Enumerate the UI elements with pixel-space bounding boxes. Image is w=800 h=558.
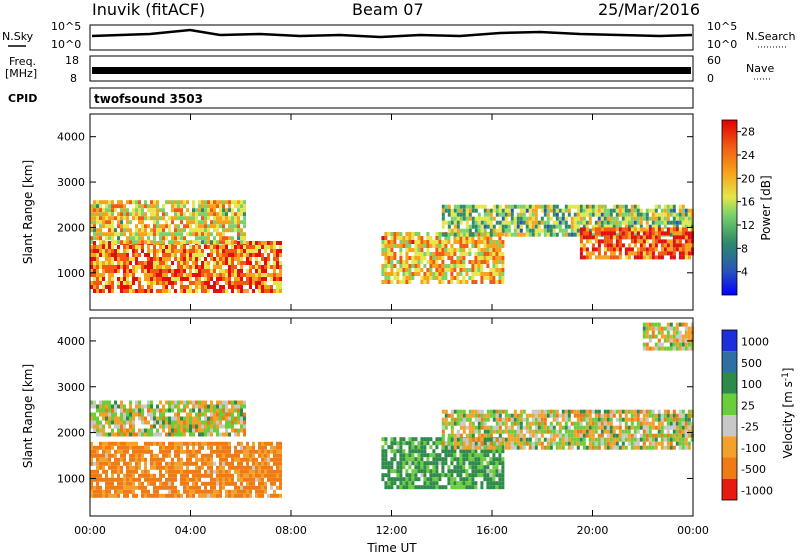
x-tick-label: 16:00 (476, 524, 508, 537)
x-tick-label: 12:00 (376, 524, 408, 537)
cpid-value: twofsound 3503 (94, 92, 203, 106)
data-region-2 (381, 232, 505, 284)
noise-left-tick-top: 10^5 (51, 20, 81, 33)
velocity-colorbar-label: Velocity [m s-1] (781, 368, 795, 459)
y-tick-label: 1000 (57, 267, 85, 280)
velocity-colorbar-tick-label: 500 (741, 357, 762, 370)
noise-right-label: N.Search (746, 30, 796, 43)
date-title: 25/Mar/2016 (598, 0, 700, 19)
power-colorbar-tick-label: 20 (741, 172, 755, 185)
velocity-colorbar-frame (721, 329, 738, 501)
velocity-colorbar-block (722, 457, 737, 479)
site-title: Inuvik (fitACF) (92, 0, 205, 19)
noise-panel-frame (89, 24, 694, 51)
power-y-axis-label: Slant Range [km] (21, 160, 35, 264)
velocity-colorbar-tick-label: -1000 (741, 484, 773, 497)
power-colorbar-tick-label: 28 (741, 126, 755, 139)
power-colorbar (721, 119, 738, 296)
freq-trace (92, 67, 691, 74)
velocity-colorbar-block (722, 351, 737, 373)
beam-title: Beam 07 (352, 0, 424, 19)
freq-left-label-1: Freq. (9, 55, 36, 68)
noise-left-tick-bottom: 10^0 (51, 38, 81, 51)
freq-left-label-2: [MHz] (5, 67, 37, 80)
y-tick-label: 3000 (57, 176, 85, 189)
data-region-0 (90, 400, 246, 437)
velocity-colorbar-tick-label: 100 (741, 378, 762, 391)
y-tick-label: 3000 (57, 381, 85, 394)
velocity-colorbar-block (722, 478, 737, 501)
x-axis-label: Time UT (366, 541, 417, 554)
noise-sky-trace (91, 28, 693, 39)
y-tick-label: 1000 (57, 472, 85, 485)
x-tick-label: 00:00 (74, 524, 106, 537)
x-tick-label: 00:00 (677, 524, 709, 537)
noise-left-label: N.Sky (2, 30, 34, 43)
velocity-colorbar-tick-label: -100 (741, 442, 766, 455)
noise-right-tick-bottom: 10^0 (707, 38, 737, 51)
freq-left-tick-top: 18 (65, 54, 79, 67)
velocity-y-axis-label: Slant Range [km] (21, 364, 35, 468)
velocity-colorbar-tick-label: 25 (741, 399, 755, 412)
power-colorbar-tick-label: 8 (741, 242, 748, 255)
freq-right-tick-bottom: 0 (707, 72, 714, 85)
velocity-colorbar-tick-label: 1000 (741, 336, 769, 349)
velocity-colorbar-block (722, 330, 737, 352)
velocity-colorbar-block (722, 436, 737, 458)
x-tick-label: 04:00 (175, 524, 207, 537)
data-region-3 (441, 409, 694, 450)
freq-right-label: Nave (746, 62, 774, 75)
data-region-1 (90, 441, 282, 498)
velocity-colorbar-block (722, 415, 737, 437)
velocity-colorbar (721, 329, 738, 501)
velocity-colorbar-tick-label: -500 (741, 463, 766, 476)
data-region-4 (579, 227, 694, 260)
x-tick-label: 20:00 (577, 524, 609, 537)
power-panel: 1000 2000 3000 4000 (57, 113, 694, 311)
power-colorbar-tick-label: 16 (741, 196, 755, 209)
y-tick-label: 2000 (57, 221, 85, 234)
cpid-panel-frame (89, 87, 694, 109)
velocity-panel: 1000 2000 3000 4000 00:00 04:00 08:00 12:00 16:0… (57, 317, 709, 537)
velocity-colorbar-ticks: 1000 500 100 25 -25 -100 -500 -1000 (741, 336, 773, 498)
velocity-colorbar-block (722, 393, 737, 416)
power-colorbar-ticks: 4 8 12 16 20 24 28 (737, 126, 755, 279)
power-colorbar-tick-label: 4 (741, 266, 748, 279)
power-colorbar-tick-label: 12 (741, 219, 755, 232)
freq-right-tick-top: 60 (707, 54, 721, 67)
freq-panel-frame (89, 55, 694, 82)
data-region-1 (90, 200, 246, 245)
noise-right-tick-top: 10^5 (707, 20, 737, 33)
x-tick-label: 08:00 (275, 524, 307, 537)
velocity-colorbar-block (722, 372, 737, 394)
y-tick-label: 4000 (57, 131, 85, 144)
power-colorbar-tick-label: 24 (741, 149, 755, 162)
cpid-label: CPID (8, 92, 37, 105)
y-tick-label: 2000 (57, 427, 85, 440)
power-colorbar-label: Power [dB] (759, 175, 773, 240)
data-region-0 (90, 241, 282, 293)
velocity-colorbar-tick-label: -25 (741, 421, 759, 434)
freq-left-tick-bottom: 8 (70, 72, 77, 85)
y-tick-label: 4000 (57, 335, 85, 348)
data-region-4 (642, 322, 694, 351)
